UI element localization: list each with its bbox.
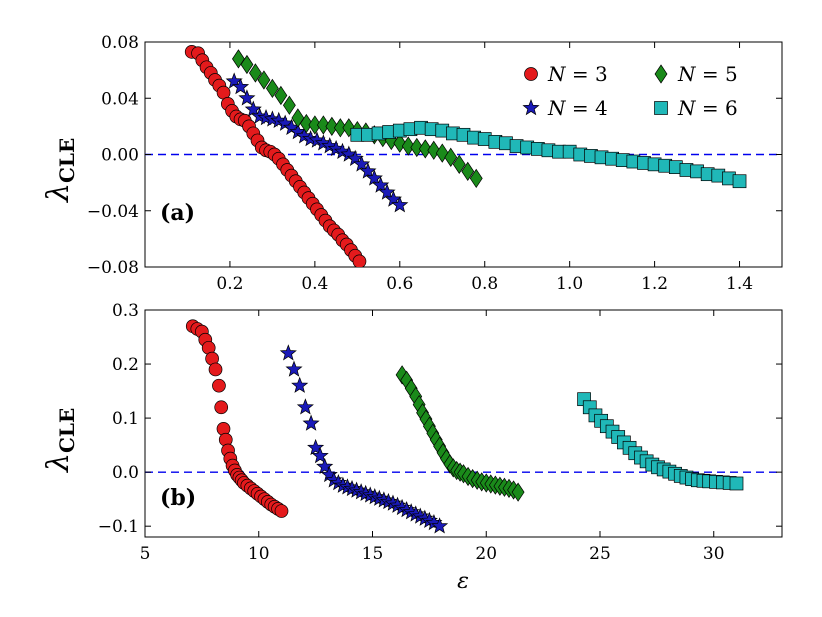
legend-marker xyxy=(522,99,540,116)
x-tick-label: 0.2 xyxy=(216,274,243,294)
x-tick-label: 0.6 xyxy=(386,274,413,294)
legend-marker xyxy=(524,67,538,81)
data-point xyxy=(353,155,371,172)
data-point xyxy=(401,136,415,156)
x-ticks-b: 5 10 15 20 25 30 xyxy=(140,310,725,564)
y-axis-label-b: λCLE xyxy=(41,408,79,473)
y-tick-label: 0.0 xyxy=(112,463,139,483)
x-ticks-a: 0.2 0.4 0.6 0.8 1.0 1.2 1.4 xyxy=(216,42,753,294)
data-point xyxy=(427,140,441,160)
data-point xyxy=(232,78,250,95)
x-tick-label: 0.8 xyxy=(471,274,498,294)
data-point xyxy=(732,174,747,189)
legend-entry-label: N = 6 xyxy=(677,96,738,120)
data-point xyxy=(391,196,409,213)
x-tick-label: 5 xyxy=(140,544,151,564)
data-point xyxy=(311,446,329,464)
data-point xyxy=(274,504,289,518)
data-point xyxy=(418,139,432,159)
data-point xyxy=(307,438,325,456)
panel-b: 5 10 15 20 25 30 −0.1 0.0 0.1 0.2 0.3 λCLE (b) ε xyxy=(41,301,783,594)
data-point xyxy=(393,133,407,153)
data-point xyxy=(274,85,288,106)
y-tick-label: 0.1 xyxy=(112,409,139,429)
y-tick-label: −0.1 xyxy=(98,517,139,537)
y-tick-label: 0.00 xyxy=(101,146,139,166)
data-point xyxy=(240,54,254,75)
data-point xyxy=(212,378,226,393)
data-point xyxy=(352,254,367,267)
y-tick-label: 0.04 xyxy=(101,89,139,109)
data-point xyxy=(308,115,322,135)
data-point xyxy=(285,360,303,377)
data-point xyxy=(372,176,390,193)
x-tick-label: 15 xyxy=(362,544,384,564)
x-tick-label: 10 xyxy=(248,544,270,564)
data-point xyxy=(265,78,279,99)
data-point xyxy=(316,457,334,475)
data-point xyxy=(431,517,449,534)
x-tick-label: 0.4 xyxy=(301,274,328,294)
data-point xyxy=(410,137,424,158)
data-point xyxy=(452,154,466,174)
data-point xyxy=(333,118,347,138)
data-point xyxy=(729,476,744,491)
data-marks-b xyxy=(185,319,744,534)
data-point xyxy=(291,376,309,393)
data-marks-a xyxy=(184,44,747,267)
data-point xyxy=(279,344,297,361)
x-tick-label: 1.4 xyxy=(726,274,753,294)
data-point xyxy=(296,398,314,415)
data-point xyxy=(282,95,296,115)
legend-marker xyxy=(654,101,668,115)
data-point xyxy=(359,162,377,179)
x-tick-label: 25 xyxy=(589,544,611,564)
legend-entry-label: N = 5 xyxy=(677,62,738,86)
data-point xyxy=(469,168,483,189)
data-point xyxy=(299,113,313,134)
y-tick-label: 0.3 xyxy=(112,301,139,321)
x-tick-label: 20 xyxy=(475,544,497,564)
y-axis-label-a: λCLE xyxy=(41,138,79,203)
data-point xyxy=(444,147,458,167)
y-ticks-b: −0.1 0.0 0.1 0.2 0.3 xyxy=(98,301,782,537)
panel-label-a: (a) xyxy=(160,200,195,226)
legend-entry-label: N = 4 xyxy=(547,96,608,120)
data-point xyxy=(378,183,396,200)
data-point xyxy=(214,400,229,415)
x-tick-label: 1.0 xyxy=(556,274,583,294)
x-tick-label: 1.2 xyxy=(641,274,668,294)
data-point xyxy=(365,169,383,186)
y-tick-label: −0.04 xyxy=(87,202,139,222)
y-tick-label: 0.2 xyxy=(112,355,139,375)
x-tick-label: 30 xyxy=(703,544,725,564)
data-point xyxy=(244,100,262,117)
data-point xyxy=(238,89,256,106)
y-tick-label: −0.08 xyxy=(87,258,139,278)
data-point xyxy=(208,362,223,377)
panel-label-b: (b) xyxy=(160,485,196,511)
panel-a: 0.2 0.4 0.6 0.8 1.0 1.2 1.4 −0.08 −0.04 0.00 0.04… xyxy=(41,33,783,294)
plot-area-b xyxy=(144,309,783,538)
data-point xyxy=(248,63,262,83)
data-point xyxy=(316,115,330,135)
data-point xyxy=(302,414,320,431)
legend-marker xyxy=(654,64,668,84)
legend-entry-label: N = 3 xyxy=(547,62,608,86)
legend: N = 3 N = 5 N = 4 N = 6 xyxy=(522,62,738,120)
data-point xyxy=(461,161,475,182)
data-point xyxy=(257,70,271,90)
y-ticks-a: −0.08 −0.04 0.00 0.04 0.08 xyxy=(87,33,782,278)
x-axis-label: ε xyxy=(457,569,469,594)
data-point xyxy=(325,116,339,137)
y-tick-label: 0.08 xyxy=(101,33,139,53)
data-point xyxy=(511,482,525,502)
